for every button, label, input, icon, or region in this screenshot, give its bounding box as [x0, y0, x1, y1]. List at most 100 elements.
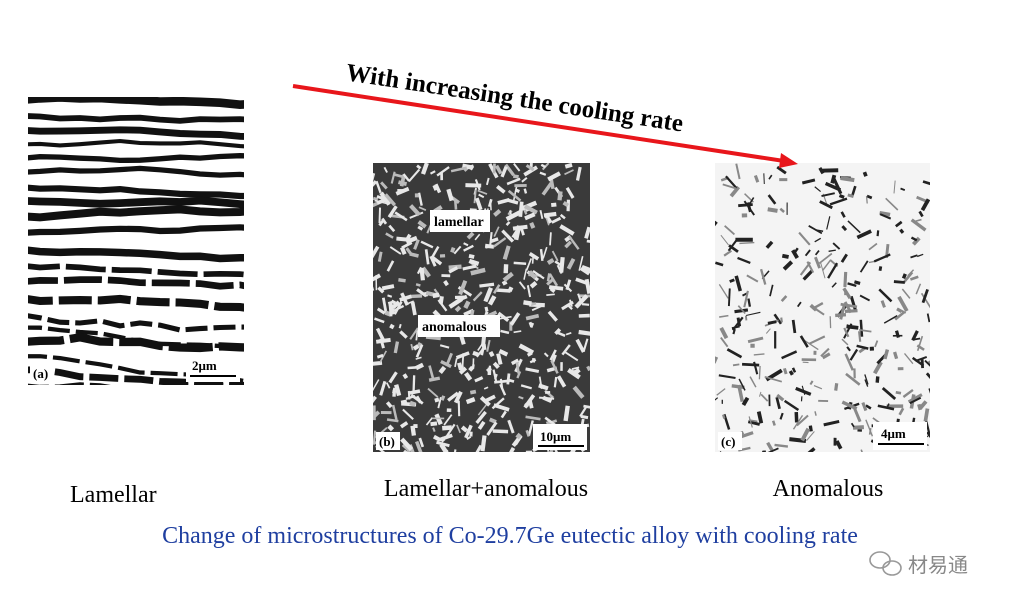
texture-shape — [420, 240, 434, 249]
inset-box — [418, 315, 500, 337]
texture-shape — [525, 429, 531, 437]
texture-shape — [399, 246, 407, 255]
texture-shape — [475, 410, 487, 424]
texture-shape — [792, 414, 804, 430]
texture-shape — [875, 376, 880, 383]
texture-shape — [416, 164, 422, 170]
texture-shape — [405, 233, 412, 241]
texture-shape — [843, 301, 853, 314]
texture-shape — [430, 421, 438, 427]
texture-shape — [865, 419, 874, 437]
texture-shape — [477, 189, 488, 195]
texture-shape — [791, 319, 797, 334]
texture-shape — [584, 226, 590, 239]
texture-shape — [471, 364, 475, 369]
texture-shape — [483, 386, 489, 390]
texture-shape — [415, 440, 423, 452]
texture-shape — [480, 435, 487, 452]
panel-tag: (a) — [33, 366, 48, 381]
texture-shape — [732, 363, 740, 367]
texture-shape — [850, 422, 855, 428]
texture-shape — [715, 220, 718, 227]
texture-shape — [529, 222, 536, 229]
texture-shape — [823, 419, 840, 427]
texture-shape — [554, 328, 562, 336]
texture-shape — [421, 266, 431, 278]
texture-shape — [518, 395, 524, 400]
texture-shape — [373, 360, 383, 366]
texture-shape — [405, 235, 418, 245]
texture-shape — [425, 417, 434, 426]
texture-shape — [580, 414, 589, 420]
texture-shape — [564, 240, 572, 249]
texture-shape — [925, 372, 930, 379]
texture-shape — [454, 305, 462, 313]
texture-shape — [464, 371, 473, 381]
texture-shape — [873, 361, 883, 375]
texture-shape — [578, 255, 584, 271]
texture-shape — [521, 176, 528, 183]
texture-shape — [834, 383, 839, 391]
texture-shape — [545, 217, 550, 226]
inset-label: lamellar — [434, 215, 484, 230]
texture-shape — [745, 311, 761, 317]
texture-shape — [839, 303, 846, 320]
texture-shape — [539, 209, 544, 220]
texture-shape — [550, 202, 557, 208]
texture-shape — [453, 390, 463, 404]
tag-box — [30, 364, 52, 382]
texture-shape — [818, 252, 833, 264]
texture-shape — [28, 246, 244, 263]
texture-shape — [436, 440, 450, 448]
texture-shape — [720, 336, 729, 348]
texture-shape — [518, 281, 526, 290]
texture-shape — [402, 173, 410, 182]
texture-shape — [901, 288, 911, 299]
texture-shape — [911, 356, 925, 367]
texture-shape — [835, 440, 843, 450]
texture-shape — [501, 280, 508, 286]
texture-shape — [488, 417, 497, 424]
texture-shape — [898, 407, 905, 416]
texture-shape — [398, 323, 402, 329]
texture-shape — [415, 362, 425, 371]
caption: Change of microstructures of Co-29.7Ge e… — [162, 523, 858, 549]
texture-shape — [487, 198, 493, 208]
texture-shape — [409, 204, 421, 217]
texture-shape — [373, 173, 376, 182]
texture-shape — [565, 187, 575, 199]
texture-shape — [486, 421, 498, 436]
texture-shape — [464, 424, 473, 439]
inset-label: anomalous — [422, 320, 487, 335]
texture-shape — [841, 225, 848, 232]
texture-shape — [398, 180, 408, 186]
texture-shape — [748, 419, 758, 423]
texture-shape — [28, 276, 244, 290]
texture-shape — [861, 401, 868, 412]
texture-shape — [556, 375, 567, 388]
texture-shape — [767, 207, 778, 213]
texture-shape — [415, 344, 424, 358]
texture-shape — [400, 437, 414, 452]
texture-shape — [487, 295, 497, 306]
watermark: 材易通 — [908, 553, 968, 577]
texture-shape — [373, 245, 380, 259]
texture-shape — [737, 256, 751, 264]
texture-shape — [523, 394, 536, 409]
texture-shape — [559, 224, 575, 236]
texture-shape — [893, 180, 896, 194]
texture-shape — [408, 168, 421, 183]
texture-shape — [742, 362, 760, 367]
texture-shape — [559, 213, 566, 220]
texture-shape — [723, 413, 731, 430]
texture-shape — [377, 286, 385, 294]
texture-shape — [28, 333, 244, 353]
texture-shape — [468, 253, 475, 259]
texture-shape — [768, 174, 773, 180]
texture-shape — [879, 210, 891, 217]
texture-shape — [542, 395, 553, 404]
texture-shape — [428, 365, 435, 380]
texture-shape — [740, 431, 754, 439]
texture-shape — [846, 324, 859, 330]
texture-shape — [381, 297, 388, 314]
